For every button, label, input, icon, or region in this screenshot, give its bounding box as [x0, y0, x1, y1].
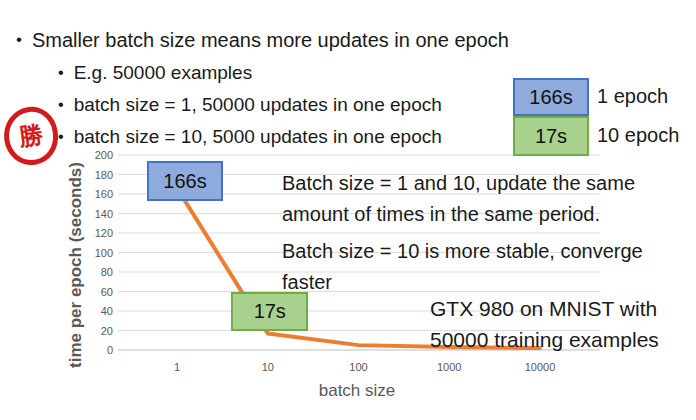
data-label-box-166s: 166s: [147, 161, 223, 201]
annotation-line: Batch size = 10 is more stable, converge: [282, 236, 643, 267]
y-tick-label: 180: [81, 169, 113, 181]
y-tick-label: 140: [81, 208, 113, 220]
x-tick-label: 10: [246, 361, 290, 373]
y-tick-label: 160: [81, 188, 113, 200]
y-tick-label: 40: [81, 305, 113, 317]
x-tick-label: 1: [155, 361, 199, 373]
annotation-line: Batch size = 1 and 10, update the same: [282, 168, 635, 199]
legend-label-10epoch: 10 epoch: [597, 124, 679, 147]
legend-time-box-10epoch: 17s: [513, 116, 589, 156]
y-tick-label: 200: [81, 149, 113, 161]
x-axis-title: batch size: [277, 381, 437, 401]
legend-time-box-1epoch: 166s: [513, 78, 589, 116]
legend-time-value: 17s: [535, 125, 567, 148]
x-tick-label: 100: [337, 361, 381, 373]
y-tick-label: 0: [81, 344, 113, 356]
slide-root: • Smaller batch size means more updates …: [0, 0, 696, 420]
y-tick-label: 80: [81, 266, 113, 278]
legend-label-1epoch: 1 epoch: [597, 85, 668, 108]
x-tick-label: 1000: [427, 361, 471, 373]
y-tick-label: 120: [81, 227, 113, 239]
annotation-line: amount of times in the same period.: [282, 199, 635, 230]
x-tick-label: 10000: [518, 361, 562, 373]
y-tick-label: 20: [81, 325, 113, 337]
annotation-line: 50000 training examples: [430, 324, 659, 355]
y-tick-label: 60: [81, 286, 113, 298]
annotation-gtx-mnist: GTX 980 on MNIST with 50000 training exa…: [430, 293, 659, 355]
legend-time-value: 166s: [529, 86, 572, 109]
y-tick-label: 100: [81, 247, 113, 259]
stamp-character: 勝: [17, 118, 45, 153]
data-label-box-17s: 17s: [231, 292, 308, 331]
annotation-line: GTX 980 on MNIST with: [430, 293, 659, 324]
annotation-stable-converge: Batch size = 10 is more stable, converge…: [282, 236, 643, 298]
annotation-same-period: Batch size = 1 and 10, update the same a…: [282, 168, 635, 230]
